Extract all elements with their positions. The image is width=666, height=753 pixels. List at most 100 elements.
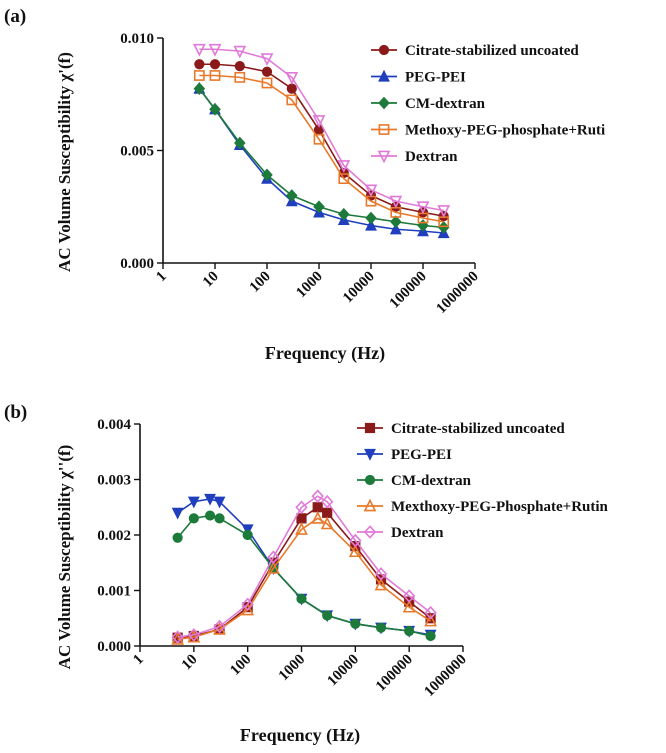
panel-b-point-mexthoxy-peg-phosphate-rutin xyxy=(374,577,388,591)
panel-a-legend-marker-cm-dextran xyxy=(378,96,390,110)
panel-a-legend-marker-peg-pei xyxy=(378,69,390,82)
panel-b-point-mexthoxy-peg-phosphate-rutin xyxy=(320,516,334,530)
panel-b-point-dextran xyxy=(424,605,437,620)
panel-b-legend-marker-dextran xyxy=(363,525,377,539)
panel-b-y-tick-label: 0.002 xyxy=(97,528,131,544)
panel-a-point-cm-dextran xyxy=(209,102,221,116)
panel-b-legend-label-cm-dextran: CM-dextran xyxy=(391,473,472,489)
panel-a-y-tick-label: 0.010 xyxy=(120,31,154,47)
panel-b-legend-label-mexthoxy-peg-phosphate-rutin: Mexthoxy-PEG-Phosphate+Rutin xyxy=(391,499,609,515)
panel-a-label: (a) xyxy=(4,6,26,27)
panel-a-point-methoxy-peg-phosphate-ruti xyxy=(338,173,350,185)
panel-a-point-dextran xyxy=(233,45,247,59)
panel-a-point-cm-dextran xyxy=(437,221,450,234)
panel-b-point-cm-dextran xyxy=(214,513,225,524)
panel-a-point-dextran xyxy=(364,184,378,198)
panel-b-legend-marker-cm-dextran xyxy=(364,474,376,486)
panel-a-legend-label-peg-pei: PEG-PEI xyxy=(405,70,466,86)
panel-b-point-peg-pei xyxy=(213,496,226,509)
panel-b-point-mexthoxy-peg-phosphate-rutin xyxy=(241,602,255,616)
panel-a-x-tick-label: 100000 xyxy=(387,269,430,312)
panel-b-label: (b) xyxy=(4,402,27,423)
panel-b-y-tick-label: 0.003 xyxy=(97,473,131,489)
panel-b-x-axis-label: Frequency (Hz) xyxy=(240,725,360,746)
panel-b-x-tick-label: 1000000 xyxy=(421,652,469,700)
panel-b-x-tick-label: 1000 xyxy=(276,652,309,685)
panel-a-x-tick-label: 1000 xyxy=(293,269,326,302)
panel-b-point-cm-dextran xyxy=(188,513,199,524)
panel-a-series-line-methoxy-peg-phosphate-ruti xyxy=(199,74,444,223)
panel-a-point-dextran xyxy=(337,160,351,173)
panel-a-point-peg-pei xyxy=(365,218,377,231)
panel-b-point-citrate-stabilized-uncoated xyxy=(312,502,323,513)
panel-b-point-mexthoxy-peg-phosphate-rutin xyxy=(311,510,325,524)
panel-a-point-cm-dextran xyxy=(261,168,273,182)
panel-b-point-cm-dextran xyxy=(425,630,436,642)
panel-b-x-tick-label: 100 xyxy=(227,652,254,679)
panel-a-point-cm-dextran xyxy=(286,189,298,202)
panel-a-y-tick-label: 0.000 xyxy=(120,256,154,272)
panel-a-point-cm-dextran xyxy=(313,200,325,214)
panel-b-point-mexthoxy-peg-phosphate-rutin xyxy=(402,599,416,613)
panel-a-point-dextran xyxy=(437,205,451,218)
panel-b-point-dextran xyxy=(402,589,416,603)
panel-a-point-methoxy-peg-phosphate-ruti xyxy=(261,77,273,89)
panel-a-point-dextran xyxy=(389,195,403,209)
panel-b-point-dextran xyxy=(374,567,388,581)
panel-b-y-tick-label: 0.001 xyxy=(97,584,131,600)
panel-a-legend-label-dextran: Dextran xyxy=(405,149,458,165)
panel-b-point-dextran xyxy=(213,619,226,634)
panel-a-point-dextran xyxy=(260,53,274,67)
panel-a-point-peg-pei xyxy=(389,222,402,235)
panel-a-plot: 0.000 0.005 0.010 1 10 100 1000 10000 100000 1000… xyxy=(120,31,605,317)
panel-a-point-citrate-stabilized-uncoated xyxy=(194,59,205,70)
panel-b-point-peg-pei xyxy=(171,507,184,520)
panel-b-plot: 0.000 0.001 0.002 0.003 0.004 1 10 100 1000 10000… xyxy=(97,417,608,700)
panel-a-legend-label-cm-dextran: CM-dextran xyxy=(405,96,486,112)
panel-b-point-cm-dextran xyxy=(404,625,415,637)
panel-a-point-cm-dextran xyxy=(338,207,350,221)
panel-b-point-citrate-stabilized-uncoated xyxy=(296,513,307,524)
panel-b-x-tick-label: 10000 xyxy=(324,652,362,690)
panel-b-point-mexthoxy-peg-phosphate-rutin xyxy=(266,560,280,574)
panel-b-point-mexthoxy-peg-phosphate-rutin xyxy=(295,522,308,535)
panel-b-point-cm-dextran xyxy=(350,618,361,629)
panel-a-point-cm-dextran xyxy=(193,82,206,95)
panel-b-legend-label-dextran: Dextran xyxy=(391,525,444,541)
panel-b-x-tick-label: 1 xyxy=(130,652,147,669)
panel-b-point-cm-dextran xyxy=(375,622,387,633)
panel-b-point-dextran xyxy=(311,489,324,503)
panel-b-legend-marker-peg-pei xyxy=(364,448,376,461)
panel-a-x-axis-label: Frequency (Hz) xyxy=(265,343,385,364)
panel-a-y-axis-label: AC Volume Susceptibility χ'(f) xyxy=(55,52,74,272)
panel-b-legend-marker-mexthoxy-peg-phosphate-rutin xyxy=(363,498,377,512)
panel-a-point-dextran xyxy=(208,43,222,57)
panel-a-legend-label-methoxy-peg-phosphate-ruti: Methoxy-PEG-phosphate+Ruti xyxy=(405,123,605,139)
panel-a-point-cm-dextran xyxy=(390,215,402,229)
panel-a-legend-label-citrate-stabilized-uncoated: Citrate-stabilized uncoated xyxy=(405,43,579,59)
panel-b-y-axis-label: AC Volume Susceptibility χ''(f) xyxy=(55,445,74,670)
panel-b-legend-label-citrate-stabilized-uncoated: Citrate-stabilized uncoated xyxy=(391,421,565,437)
panel-a-point-methoxy-peg-phosphate-ruti xyxy=(234,71,246,83)
panel-a-x-tick-label: 100 xyxy=(247,269,274,296)
panel-a-point-methoxy-peg-phosphate-ruti xyxy=(313,133,325,145)
panel-a-point-cm-dextran xyxy=(365,211,377,225)
panel-a-point-methoxy-peg-phosphate-ruti xyxy=(193,70,205,81)
panel-b-x-tick-label: 10 xyxy=(179,652,201,674)
panel-a-legend-marker-methoxy-peg-phosphate-ruti xyxy=(378,124,390,135)
panel-b-y-tick-label: 0.004 xyxy=(97,417,131,433)
panel-a-point-citrate-stabilized-uncoated xyxy=(209,59,221,70)
panel-b-point-dextran xyxy=(241,597,254,612)
panel-b-point-peg-pei xyxy=(187,496,200,509)
panel-a-x-tick-label: 1 xyxy=(153,269,170,286)
panel-b-point-mexthoxy-peg-phosphate-rutin xyxy=(424,613,437,627)
panel-b-point-cm-dextran xyxy=(172,532,183,543)
panel-a-point-methoxy-peg-phosphate-ruti xyxy=(286,94,298,106)
panel-b-point-citrate-stabilized-uncoated xyxy=(322,507,333,518)
panel-a-point-dextran xyxy=(312,115,326,128)
panel-a-point-citrate-stabilized-uncoated xyxy=(286,83,297,94)
panel-b-point-dextran xyxy=(349,533,362,548)
panel-b-point-dextran xyxy=(295,500,308,515)
panel-a-point-citrate-stabilized-uncoated xyxy=(261,66,273,77)
